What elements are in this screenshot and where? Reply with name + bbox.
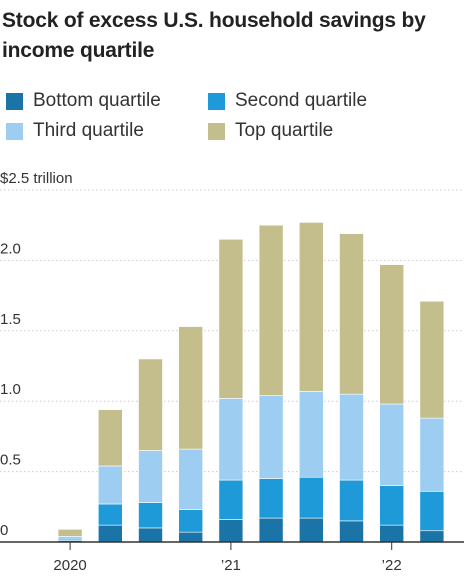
x-tick-label: ’21 xyxy=(221,557,241,574)
bar-segment-third-quartile xyxy=(298,391,324,478)
bar-segment-second-quartile xyxy=(178,509,203,533)
bar-segment-bottom-quartile xyxy=(178,531,203,543)
bar-segment-third-quartile xyxy=(57,536,83,540)
stacked-bar-chart: 0 0.5 1.0 1.5 2.0 $2.5 trillion 2020 ’21 ’22 xyxy=(0,170,464,574)
bar-segment-top-quartile xyxy=(379,264,405,405)
bar-segment-second-quartile xyxy=(258,478,284,519)
y-tick-label: 0.5 xyxy=(0,452,21,469)
bar-segment-second-quartile xyxy=(138,502,163,529)
bar-segment-bottom-quartile xyxy=(339,520,364,543)
legend-item-third-quartile: Third quartile xyxy=(6,118,144,144)
legend-item-top-quartile: Top quartile xyxy=(208,118,333,144)
bar-segment-third-quartile xyxy=(98,465,123,505)
bar-segment-top-quartile xyxy=(98,409,123,467)
y-tick-label: 1.5 xyxy=(0,311,21,328)
bar-segment-top-quartile xyxy=(57,529,83,537)
bar-segment-bottom-quartile xyxy=(258,517,284,543)
legend-swatch-third-quartile xyxy=(6,122,23,140)
bar-segment-third-quartile xyxy=(379,403,405,486)
bar-segment-bottom-quartile xyxy=(218,519,244,543)
bar-segment-third-quartile xyxy=(258,395,284,479)
legend-label-second-quartile: Second quartile xyxy=(235,90,368,111)
bar-segment-top-quartile xyxy=(298,222,324,392)
y-tick-label: 0 xyxy=(0,522,8,539)
bar-segment-top-quartile xyxy=(138,358,163,451)
chart-title: Stock of excess U.S. household savings b… xyxy=(2,9,426,62)
bar-segment-second-quartile xyxy=(298,476,324,519)
legend-label-bottom-quartile: Bottom quartile xyxy=(33,90,161,111)
bar-segment-second-quartile xyxy=(379,485,405,526)
x-tick-label: 2020 xyxy=(53,557,86,574)
bar-segment-second-quartile xyxy=(339,479,364,522)
legend-label-third-quartile: Third quartile xyxy=(33,120,144,141)
bar-segment-third-quartile xyxy=(138,450,163,503)
bar-segment-third-quartile xyxy=(218,398,244,481)
y-tick-label: 1.0 xyxy=(0,381,21,398)
bar-segment-bottom-quartile xyxy=(419,530,445,543)
bar-segment-second-quartile xyxy=(419,491,445,532)
legend-swatch-top-quartile xyxy=(208,122,225,140)
y-tick-label: $2.5 trillion xyxy=(0,170,73,187)
bar-segment-bottom-quartile xyxy=(379,524,405,543)
bar-segment-top-quartile xyxy=(178,326,203,450)
bar-segment-bottom-quartile xyxy=(98,524,123,543)
bar-segment-third-quartile xyxy=(178,448,203,510)
x-tick-label: ’22 xyxy=(382,557,402,574)
legend-label-top-quartile: Top quartile xyxy=(235,120,334,141)
bar-segment-second-quartile xyxy=(218,479,244,520)
bar-segment-bottom-quartile xyxy=(138,527,163,543)
legend-item-second-quartile: Second quartile xyxy=(208,88,367,114)
bar-segment-bottom-quartile xyxy=(298,517,324,543)
y-tick-label: 2.0 xyxy=(0,240,21,257)
chart-legend: Bottom quartile Second quartile Third qu… xyxy=(0,88,464,148)
bar-segment-second-quartile xyxy=(98,503,123,526)
bar-segment-third-quartile xyxy=(419,417,445,492)
legend-swatch-second-quartile xyxy=(208,92,225,110)
bar-segment-top-quartile xyxy=(258,224,284,396)
legend-swatch-bottom-quartile xyxy=(6,92,23,110)
bar-segment-third-quartile xyxy=(339,393,364,481)
bar-segment-top-quartile xyxy=(218,238,244,399)
bar-segment-top-quartile xyxy=(419,300,445,419)
bar-segment-top-quartile xyxy=(339,233,364,395)
legend-item-bottom-quartile: Bottom quartile xyxy=(6,88,161,114)
